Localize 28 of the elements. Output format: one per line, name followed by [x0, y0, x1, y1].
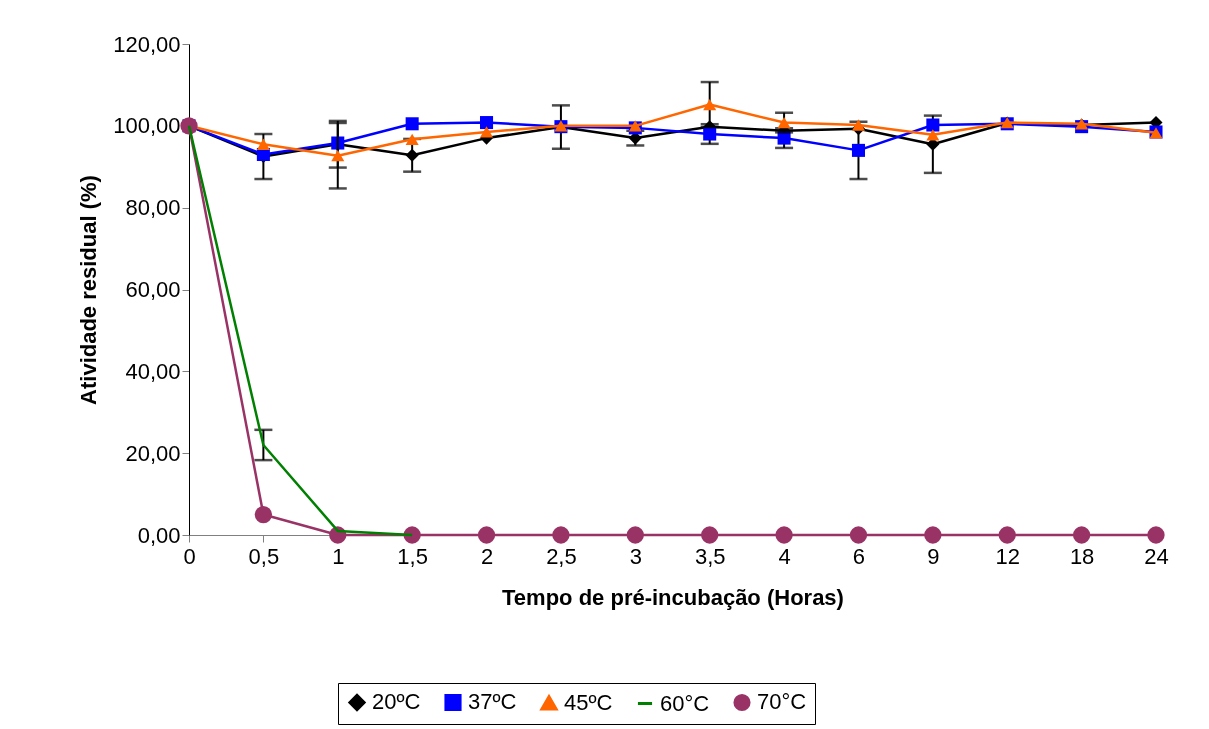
x-tick-label: 2	[480, 543, 494, 569]
legend-label: 70°C	[757, 689, 807, 715]
x-tick-label: 0,5	[248, 543, 280, 569]
legend-label: 60°C	[660, 690, 710, 716]
y-tick-label: 20,00	[125, 440, 181, 466]
x-tick-label: 0	[183, 543, 196, 569]
legend-label: 20ºC	[372, 689, 421, 715]
x-tick-label: 1	[332, 543, 345, 569]
x-tick-label: 9	[927, 543, 940, 569]
x-tick-label: 3,5	[694, 543, 726, 569]
y-tick-label: 80,00	[125, 195, 181, 221]
x-tick-label: 1,5	[397, 543, 428, 569]
x-tick-label: 3	[629, 543, 642, 569]
x-tick-label: 12	[995, 543, 1020, 569]
legend-label: 37ºC	[468, 689, 517, 715]
x-axis-title: Tempo de pré-incubação (Horas)	[502, 584, 844, 610]
y-axis-title: Atividade residual (%)	[76, 175, 102, 405]
x-tick-label: 4	[778, 543, 791, 569]
y-tick-label: 100,00	[113, 113, 181, 139]
y-tick-label: 120,00	[113, 31, 181, 57]
x-tick-label: 24	[1144, 543, 1169, 569]
y-tick-label: 0,00	[137, 522, 181, 548]
x-tick-label: 18	[1069, 543, 1095, 569]
legend-label: 45ºC	[564, 689, 613, 715]
y-tick-label: 40,00	[125, 358, 181, 384]
y-tick-label: 60,00	[125, 277, 181, 302]
x-tick-label: 6	[852, 543, 866, 569]
x-tick-label: 2,5	[546, 543, 577, 569]
